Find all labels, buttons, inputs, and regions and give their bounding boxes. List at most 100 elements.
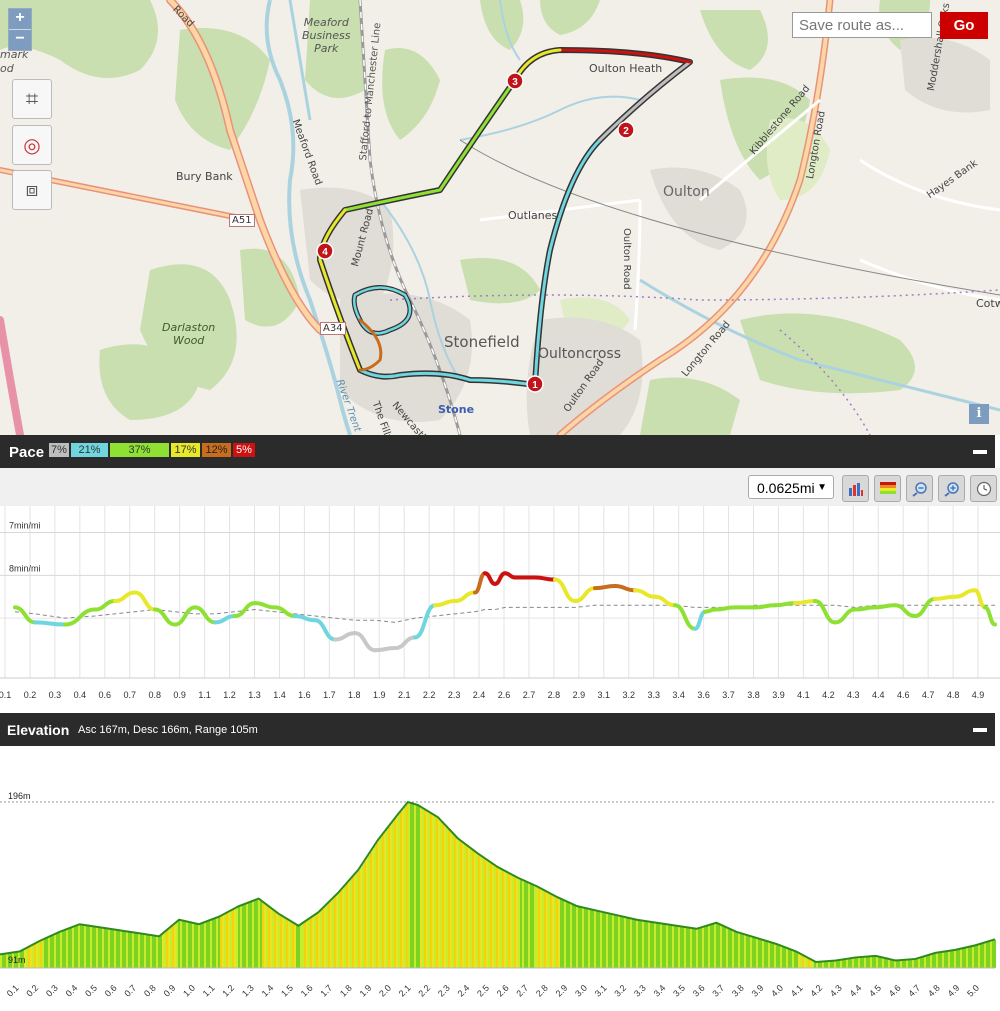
elevation-fill-stripe xyxy=(18,951,20,968)
pace-chart[interactable]: 0.1 0.2 0.3 0.4 0.6 0.7 0.8 0.9 1.1 1.2 1.3 1.4 1.6 1… xyxy=(0,506,1000,711)
info-button[interactable]: i xyxy=(969,404,989,424)
elevation-y-tick: 91m xyxy=(8,955,26,965)
elevation-fill-stripe xyxy=(568,902,570,968)
elevation-fill-stripe xyxy=(408,802,410,968)
elevation-fill-stripe xyxy=(466,844,468,968)
elevation-fill-stripe xyxy=(742,933,744,968)
elevation-fill-stripe xyxy=(316,913,318,968)
elevation-fill-stripe xyxy=(92,926,94,968)
pace-x-tick: 3.1 xyxy=(598,690,611,700)
map-tiles[interactable] xyxy=(0,0,1000,435)
map-label-oultoncross: Oultoncross xyxy=(538,346,622,362)
elevation-fill-stripe xyxy=(874,956,876,968)
grid-button[interactable]: ⌗ xyxy=(12,79,52,119)
elevation-fill-stripe xyxy=(292,921,294,968)
pace-line-segment xyxy=(983,605,997,627)
map-label-a34: A34 xyxy=(320,322,346,335)
elevation-fill-stripe xyxy=(212,919,214,968)
elevation-fill-stripe xyxy=(490,861,492,968)
elevation-fill-stripe xyxy=(332,898,334,968)
elevation-fill-stripe xyxy=(74,926,76,968)
elevation-fill-stripe xyxy=(564,900,566,968)
elevation-fill-stripe xyxy=(552,894,554,968)
elevation-fill-stripe xyxy=(686,927,688,968)
save-route-input[interactable]: Save route as... xyxy=(792,12,932,38)
elevation-fill-stripe xyxy=(554,895,556,968)
elevation-fill-stripe xyxy=(966,947,968,968)
elevation-fill-stripe xyxy=(532,884,534,968)
elevation-fill-stripe xyxy=(802,954,804,968)
elevation-fill-stripe xyxy=(812,959,814,968)
elevation-fill-stripe xyxy=(130,931,132,968)
elevation-fill-stripe xyxy=(22,950,24,968)
route-map[interactable]: Oulton Heath Oulton Outlanes Stonefield … xyxy=(0,0,1000,435)
pace-line-segment xyxy=(753,603,777,610)
elevation-fill-stripe xyxy=(470,847,472,968)
elevation-fill-stripe xyxy=(516,876,518,968)
elevation-fill-stripe xyxy=(926,955,928,968)
elevation-fill-stripe xyxy=(200,923,202,968)
pace-collapse-button[interactable] xyxy=(973,450,987,454)
interval-select[interactable]: 0.0625mi ▼ xyxy=(748,475,834,499)
elevation-fill-stripe xyxy=(134,932,136,968)
map-label-oulton-heath: Oulton Heath xyxy=(589,62,663,75)
elevation-fill-stripe xyxy=(244,904,246,968)
elevation-title: Elevation xyxy=(7,722,70,738)
elevation-fill-stripe xyxy=(636,919,638,968)
elevation-fill-stripe xyxy=(700,927,702,968)
pace-x-tick: 0.8 xyxy=(148,690,161,700)
elevation-fill-stripe xyxy=(836,960,838,968)
elevation-fill-stripe xyxy=(750,935,752,968)
map-label-od: od xyxy=(0,62,14,75)
elevation-fill-stripe xyxy=(108,928,110,968)
elevation-fill-stripe xyxy=(710,924,712,968)
fullscreen-button[interactable]: ⧈ xyxy=(12,170,52,210)
elevation-fill-stripe xyxy=(164,932,166,968)
pace-x-tick: 0.6 xyxy=(99,690,112,700)
lifebuoy-button[interactable]: ◎ xyxy=(12,125,52,165)
pace-line-segment xyxy=(593,584,617,591)
elevation-fill-stripe xyxy=(862,956,864,968)
elevation-fill-stripe xyxy=(510,873,512,968)
elevation-fill-stripe xyxy=(558,897,560,968)
elevation-fill-stripe xyxy=(988,941,990,968)
zoom-out-button[interactable]: − xyxy=(9,29,31,50)
elevation-fill-stripe xyxy=(506,871,508,968)
elevation-fill-stripe xyxy=(634,919,636,968)
elevation-fill-stripe xyxy=(326,904,328,968)
elevation-fill-stripe xyxy=(560,898,562,968)
go-button[interactable]: Go xyxy=(940,12,988,39)
elevation-collapse-button[interactable] xyxy=(973,728,987,732)
elevation-fill-stripe xyxy=(900,960,902,968)
zoom-out-chart-button[interactable] xyxy=(906,475,933,502)
elevation-fill-stripe xyxy=(230,910,232,968)
elevation-fill-stripe xyxy=(790,949,792,968)
elevation-x-tick: 2.9 xyxy=(554,983,570,999)
bar-chart-button[interactable] xyxy=(842,475,869,502)
elevation-fill-stripe xyxy=(236,907,238,968)
color-bands-button[interactable] xyxy=(874,475,901,502)
elevation-fill-stripe xyxy=(290,920,292,968)
elevation-fill-stripe xyxy=(638,919,640,968)
elevation-fill-stripe xyxy=(758,938,760,968)
elevation-fill-stripe xyxy=(262,901,264,968)
elevation-fill-stripe xyxy=(760,938,762,968)
elevation-fill-stripe xyxy=(58,932,60,968)
elevation-fill-stripe xyxy=(626,917,628,968)
elevation-chart[interactable]: 196m 91m 0.1 0.2 0.3 0.4 0.5 0.6 0.7 0.8 0.9 1.0 1.1… xyxy=(0,746,1000,1011)
zoom-in-button[interactable]: + xyxy=(15,9,25,26)
elevation-fill-stripe xyxy=(214,918,216,968)
pace-line-segment xyxy=(413,603,437,640)
pace-line-segment xyxy=(573,586,597,603)
elevation-fill-stripe xyxy=(278,913,280,968)
elevation-fill-stripe xyxy=(282,915,284,968)
pace-x-tick: 1.9 xyxy=(373,690,386,700)
zoom-in-chart-button[interactable] xyxy=(938,475,965,502)
elevation-fill-stripe xyxy=(352,876,354,968)
elevation-fill-stripe xyxy=(994,939,996,968)
clock-button[interactable] xyxy=(970,475,997,502)
elevation-x-tick: 3.0 xyxy=(573,983,589,999)
elevation-fill-stripe xyxy=(540,887,542,968)
elevation-fill-stripe xyxy=(196,923,198,968)
elevation-fill-stripe xyxy=(140,933,142,968)
